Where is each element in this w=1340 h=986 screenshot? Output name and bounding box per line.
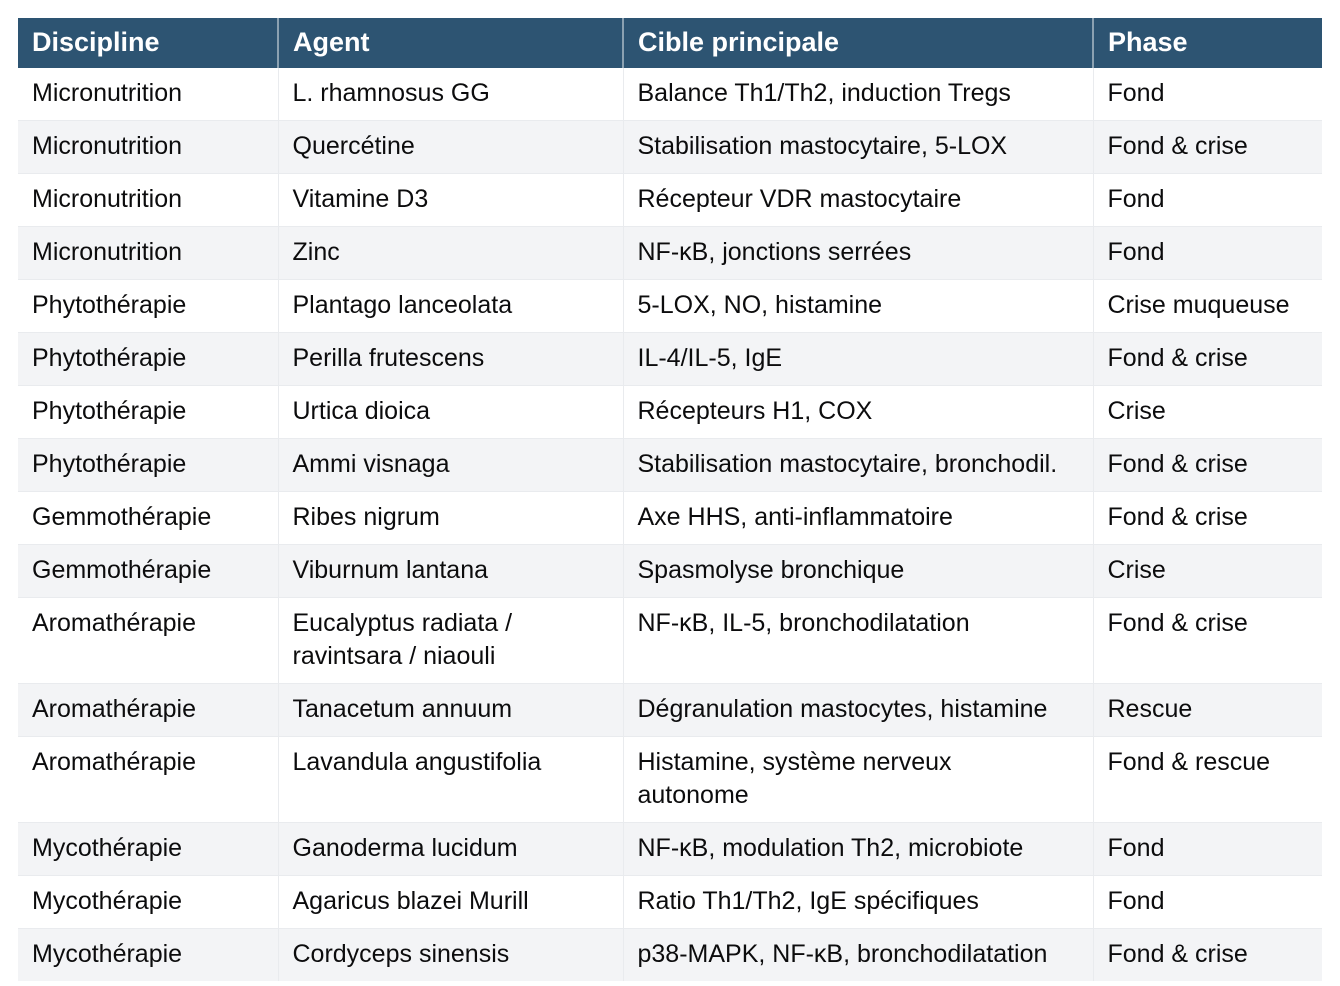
cell-cible: 5-LOX, NO, histamine <box>622 279 1094 333</box>
cell-cible: Stabilisation mastocytaire, bronchodil. <box>622 438 1094 492</box>
cell-agent: Agaricus blazei Murill <box>277 875 624 929</box>
cell-phase: Fond & crise <box>1092 438 1322 492</box>
cell-phase: Fond <box>1092 68 1322 121</box>
cell-agent: Ammi visnaga <box>277 438 624 492</box>
cell-cible: p38-MAPK, NF-κB, bronchodilatation <box>622 928 1094 981</box>
col-header-discipline: Discipline <box>18 18 278 68</box>
cell-discipline: Micronutrition <box>18 68 279 121</box>
cell-phase: Rescue <box>1092 683 1322 737</box>
table-row: Mycothérapie Ganoderma lucidum NF-κB, mo… <box>18 822 1322 876</box>
cell-discipline: Phytothérapie <box>18 332 279 386</box>
cell-cible: Ratio Th1/Th2, IgE spécifiques <box>622 875 1094 929</box>
col-header-phase: Phase <box>1092 18 1322 68</box>
cell-discipline: Mycothérapie <box>18 928 279 981</box>
cell-discipline: Micronutrition <box>18 120 279 174</box>
table-row: Mycothérapie Cordyceps sinensis p38-MAPK… <box>18 928 1322 981</box>
table-row: Mycothérapie Agaricus blazei Murill Rati… <box>18 875 1322 929</box>
cell-cible: NF-κB, jonctions serrées <box>622 226 1094 280</box>
cell-cible: Récepteur VDR mastocytaire <box>622 173 1094 227</box>
cell-cible: NF-κB, modulation Th2, microbiote <box>622 822 1094 876</box>
cell-phase: Fond & crise <box>1092 928 1322 981</box>
cell-phase: Fond <box>1092 875 1322 929</box>
cell-cible: Dégranulation mastocytes, histamine <box>622 683 1094 737</box>
cell-cible: IL-4/IL-5, IgE <box>622 332 1094 386</box>
cell-agent: Urtica dioica <box>277 385 624 439</box>
cell-cible: Spasmolyse bronchique <box>622 544 1094 598</box>
cell-phase: Fond <box>1092 173 1322 227</box>
cell-agent: Quercétine <box>277 120 624 174</box>
cell-agent: Perilla frutescens <box>277 332 624 386</box>
cell-agent: Vitamine D3 <box>277 173 624 227</box>
col-header-cible: Cible principale <box>622 18 1093 68</box>
cell-agent: Ganoderma lucidum <box>277 822 624 876</box>
cell-discipline: Mycothérapie <box>18 875 279 929</box>
cell-cible: Stabilisation mastocytaire, 5-LOX <box>622 120 1094 174</box>
cell-agent: Lavandula angustifolia <box>277 736 624 823</box>
cell-discipline: Aromathérapie <box>18 683 279 737</box>
table-row: Gemmothérapie Ribes nigrum Axe HHS, anti… <box>18 491 1322 545</box>
cell-discipline: Aromathérapie <box>18 736 279 823</box>
cell-agent: Ribes nigrum <box>277 491 624 545</box>
cell-cible: Histamine, système nerveux autonome <box>622 736 1094 823</box>
cell-discipline: Micronutrition <box>18 173 279 227</box>
cell-cible: Axe HHS, anti-inflammatoire <box>622 491 1094 545</box>
cell-phase: Crise <box>1092 544 1322 598</box>
table-body: Micronutrition L. rhamnosus GG Balance T… <box>18 68 1322 981</box>
cell-discipline: Micronutrition <box>18 226 279 280</box>
cell-discipline: Aromathérapie <box>18 597 279 684</box>
table-header: Discipline Agent Cible principale Phase <box>18 18 1322 68</box>
cell-phase: Crise <box>1092 385 1322 439</box>
table-row: Aromathérapie Eucalyptus radiata / ravin… <box>18 597 1322 684</box>
cell-agent: L. rhamnosus GG <box>277 68 624 121</box>
cell-agent: Tanacetum annuum <box>277 683 624 737</box>
table-row: Phytothérapie Urtica dioica Récepteurs H… <box>18 385 1322 439</box>
table-row: Phytothérapie Perilla frutescens IL-4/IL… <box>18 332 1322 386</box>
cell-phase: Fond & crise <box>1092 332 1322 386</box>
cell-phase: Fond & crise <box>1092 597 1322 684</box>
cell-agent: Cordyceps sinensis <box>277 928 624 981</box>
cell-phase: Fond <box>1092 822 1322 876</box>
cell-agent: Plantago lanceolata <box>277 279 624 333</box>
cell-discipline: Gemmothérapie <box>18 544 279 598</box>
cell-phase: Fond & crise <box>1092 491 1322 545</box>
cell-agent: Zinc <box>277 226 624 280</box>
table-row: Micronutrition L. rhamnosus GG Balance T… <box>18 68 1322 121</box>
table-row: Phytothérapie Ammi visnaga Stabilisation… <box>18 438 1322 492</box>
cell-cible: Balance Th1/Th2, induction Tregs <box>622 68 1094 121</box>
cell-phase: Fond & crise <box>1092 120 1322 174</box>
table-row: Micronutrition Zinc NF-κB, jonctions ser… <box>18 226 1322 280</box>
cell-discipline: Gemmothérapie <box>18 491 279 545</box>
cell-phase: Crise muqueuse <box>1092 279 1322 333</box>
cell-agent: Eucalyptus radiata / ravintsara / niaoul… <box>277 597 624 684</box>
cell-discipline: Phytothérapie <box>18 438 279 492</box>
table-row: Phytothérapie Plantago lanceolata 5-LOX,… <box>18 279 1322 333</box>
table-row: Aromathérapie Tanacetum annuum Dégranula… <box>18 683 1322 737</box>
therapy-table: Discipline Agent Cible principale Phase … <box>18 18 1322 981</box>
cell-agent: Viburnum lantana <box>277 544 624 598</box>
cell-phase: Fond <box>1092 226 1322 280</box>
cell-discipline: Phytothérapie <box>18 385 279 439</box>
cell-cible: Récepteurs H1, COX <box>622 385 1094 439</box>
table-row: Micronutrition Quercétine Stabilisation … <box>18 120 1322 174</box>
cell-cible: NF-κB, IL-5, bronchodilatation <box>622 597 1094 684</box>
cell-phase: Fond & rescue <box>1092 736 1322 823</box>
cell-discipline: Mycothérapie <box>18 822 279 876</box>
col-header-agent: Agent <box>277 18 623 68</box>
cell-discipline: Phytothérapie <box>18 279 279 333</box>
table-row: Aromathérapie Lavandula angustifolia His… <box>18 736 1322 823</box>
table-row: Gemmothérapie Viburnum lantana Spasmolys… <box>18 544 1322 598</box>
table-row: Micronutrition Vitamine D3 Récepteur VDR… <box>18 173 1322 227</box>
table-header-row: Discipline Agent Cible principale Phase <box>18 18 1322 68</box>
